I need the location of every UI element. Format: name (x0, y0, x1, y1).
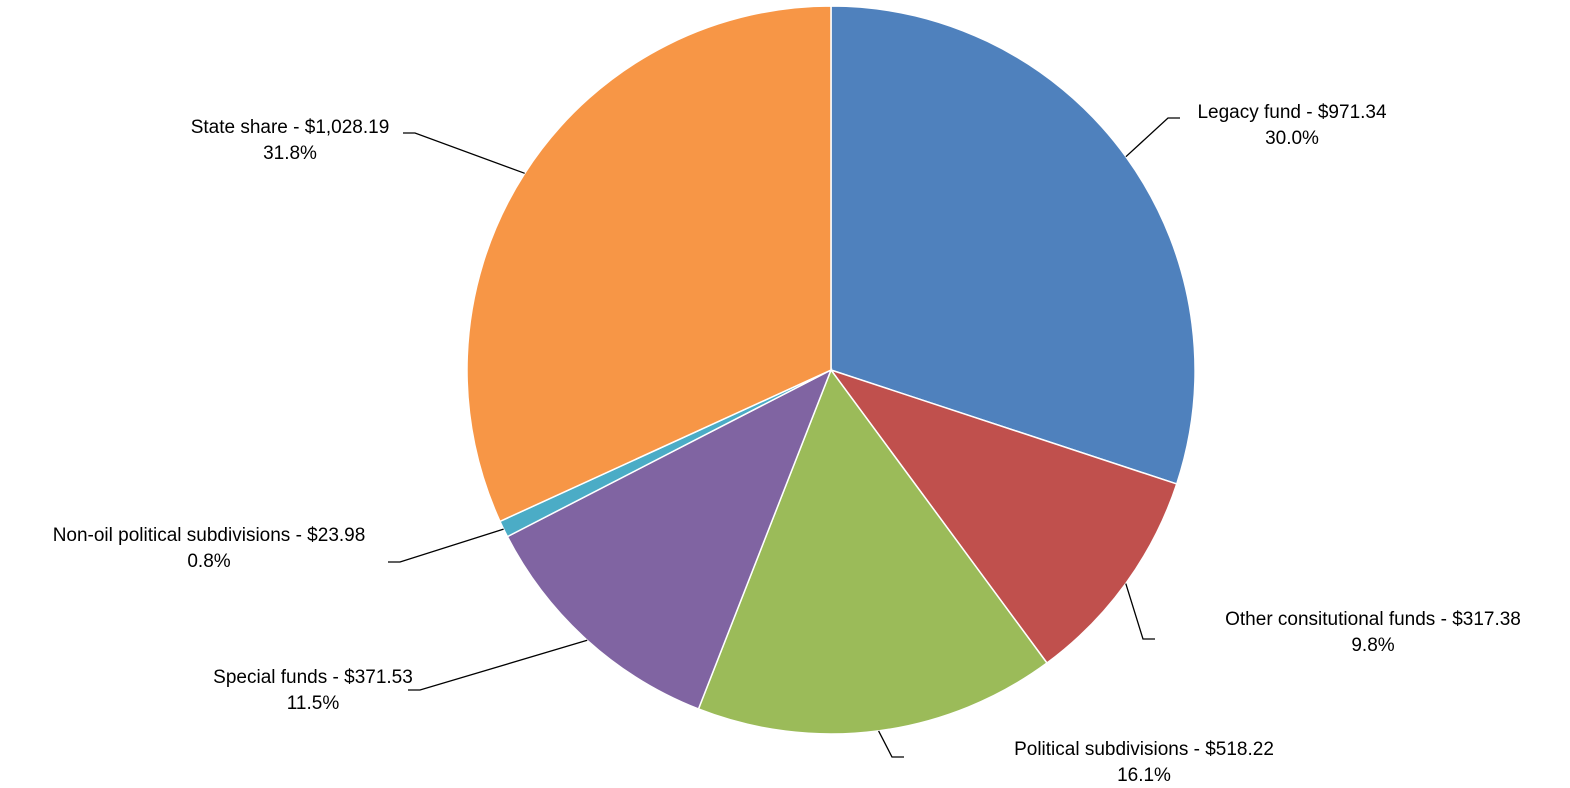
leader-line (403, 132, 525, 174)
slice-percent-label: 31.8% (263, 143, 317, 164)
slice-percent-label: 11.5% (287, 693, 340, 714)
leader-lines (388, 117, 1180, 758)
leader-line (1125, 117, 1180, 158)
slice-percent-label: 30.0% (1265, 128, 1319, 149)
slice-labels: Legacy fund - $971.34 30.0% Other consitut… (53, 102, 1521, 786)
slice-label: Special funds - $371.53 (213, 667, 413, 688)
pie-slice (506, 368, 833, 710)
leader-line (388, 528, 504, 563)
leader-line (1125, 583, 1155, 640)
slice-label: Legacy fund - $971.34 (1197, 102, 1387, 123)
leader-line (878, 730, 904, 758)
pie-slice (697, 368, 1049, 735)
pie-slice (466, 5, 832, 523)
slice-label: Political subdivisions - $518.22 (1014, 739, 1274, 760)
slice-label: State share - $1,028.19 (191, 117, 390, 138)
pie-slice (829, 368, 1178, 665)
slice-percent-label: 0.8% (187, 551, 230, 572)
slice-percent-label: 9.8% (1351, 635, 1394, 656)
slice-label: Non-oil political subdivisions - $23.98 (53, 525, 366, 546)
pie-slices (466, 5, 1196, 735)
slice-label: Other consitutional funds - $317.38 (1225, 609, 1521, 630)
slice-percent-label: 16.1% (1117, 765, 1171, 786)
leader-line (408, 639, 588, 691)
